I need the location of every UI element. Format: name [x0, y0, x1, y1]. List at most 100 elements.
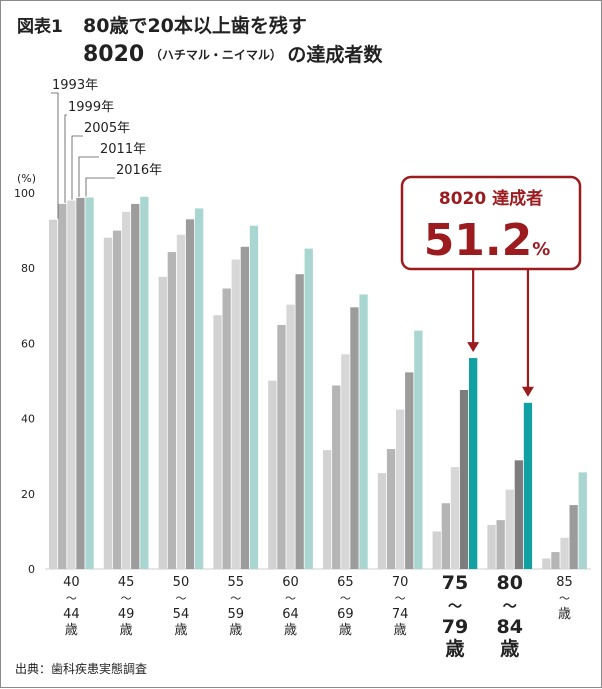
x-label-range: ～: [559, 592, 570, 605]
x-label-unit: 歳: [500, 638, 519, 660]
bar-9-0: [542, 558, 551, 569]
bar-2-4: [195, 208, 204, 569]
source-note: 出典：歯科疾患実態調査: [15, 661, 147, 676]
x-label-top: 85: [556, 575, 573, 590]
x-label-range: ～: [285, 592, 296, 605]
x-label-unit: 歳: [394, 623, 407, 638]
legend-leader: [71, 135, 83, 200]
x-label-top: 40: [63, 575, 80, 590]
y-tick-label: 40: [21, 413, 35, 426]
bar-6-4: [414, 330, 423, 569]
bar-8-0: [487, 525, 496, 569]
bar-2-3: [185, 219, 195, 569]
bar-8-4: [523, 402, 533, 569]
title-reading: （ハチマル・ニイマル）: [150, 47, 282, 62]
x-label-range: ～: [175, 592, 186, 605]
bar-9-3: [569, 505, 578, 569]
x-label-range: ～: [395, 592, 406, 605]
bar-9-1: [551, 552, 560, 569]
x-label-top: 60: [282, 575, 299, 590]
bar-7-2: [450, 467, 460, 569]
legend-leader: [51, 92, 59, 219]
bar-4-0: [268, 380, 277, 569]
legend-leader: [85, 177, 115, 197]
bar-2-0: [158, 276, 167, 569]
title-line-2: 8020 （ハチマル・ニイマル） の達成者数: [83, 42, 383, 67]
callout-label: 8020 達成者: [439, 188, 543, 209]
bar-6-2: [396, 409, 405, 569]
legend-label: 2011年: [100, 142, 146, 157]
x-label-bottom: 49: [118, 607, 135, 622]
x-label-top: 65: [337, 575, 354, 590]
x-label-bottom: 59: [227, 607, 244, 622]
bar-5-0: [323, 450, 332, 569]
bar-3-1: [222, 288, 231, 569]
bar-4-3: [295, 274, 304, 569]
title-line-1: 80歳で20本以上歯を残す: [83, 14, 307, 37]
x-label-bottom: 79: [442, 616, 468, 638]
legend-label: 2016年: [116, 163, 162, 178]
x-label-bottom: 69: [337, 607, 354, 622]
bar-5-2: [341, 354, 350, 569]
y-tick-label: 100: [14, 187, 35, 200]
bar-4-2: [286, 304, 295, 569]
bar-6-1: [386, 449, 396, 569]
x-label-range: ～: [448, 599, 462, 615]
y-tick-label: 80: [21, 262, 35, 275]
legend-label: 1999年: [68, 100, 114, 115]
x-label-unit: 歳: [120, 623, 133, 638]
bar-1-0: [103, 237, 113, 569]
bar-1-3: [131, 203, 140, 570]
bar-5-3: [350, 307, 359, 569]
callout: 8020 達成者 51.2%: [400, 175, 582, 397]
legend-label: 2005年: [84, 121, 130, 136]
callout-arrowhead: [521, 386, 534, 397]
title-block: 図表1 80歳で20本以上歯を残す 8020 （ハチマル・ニイマル） の達成者数: [17, 14, 383, 67]
x-label-unit: 歳: [445, 638, 464, 660]
x-axis: 40～44歳45～49歳50～54歳55～59歳60～64歳65～69歳70～7…: [63, 572, 573, 660]
bar-8-3: [514, 460, 523, 569]
x-label-unit: 歳: [174, 623, 187, 638]
y-tick-label: 60: [21, 337, 35, 350]
bar-7-1: [441, 503, 450, 569]
x-label-bottom: 54: [173, 607, 190, 622]
bar-1-1: [112, 230, 122, 569]
bar-0-0: [49, 219, 58, 570]
bar-1-4: [140, 196, 149, 569]
x-label-range: ～: [340, 592, 351, 605]
x-label-top: 45: [118, 575, 135, 590]
legend: 1993年 1999年 2005年 2011年 2016年: [51, 78, 162, 219]
bar-3-0: [213, 315, 222, 569]
bar-4-1: [277, 324, 286, 569]
x-label-unit: 歳: [284, 623, 297, 638]
bar-7-0: [432, 531, 441, 569]
x-label-bottom: 64: [282, 607, 299, 622]
callout-unit: %: [532, 239, 550, 260]
bar-7-3: [459, 390, 469, 569]
bar-6-3: [405, 372, 414, 569]
bar-0-3: [76, 197, 85, 569]
x-label-bottom: 84: [497, 616, 523, 638]
bar-5-4: [359, 294, 368, 569]
x-label-unit: 歳: [229, 623, 242, 638]
x-label-top: 55: [227, 575, 244, 590]
bar-5-1: [332, 385, 341, 569]
bar-3-2: [231, 259, 240, 569]
title-tail: の達成者数: [287, 43, 383, 66]
callout-box: [400, 175, 582, 271]
x-label-range: ～: [121, 592, 132, 605]
callout-number: 51.2: [424, 215, 533, 266]
x-label-range: ～: [503, 599, 517, 615]
bar-1-2: [122, 211, 131, 570]
bar-9-2: [560, 537, 569, 569]
bar-3-4: [249, 225, 259, 569]
legend-leader: [64, 114, 67, 203]
x-label-unit: 歳: [339, 623, 352, 638]
bar-6-0: [377, 473, 387, 569]
bar-0-4: [85, 197, 94, 569]
x-label-range: ～: [66, 592, 77, 605]
callout-arrowhead: [467, 342, 480, 353]
bar-8-1: [496, 520, 505, 569]
